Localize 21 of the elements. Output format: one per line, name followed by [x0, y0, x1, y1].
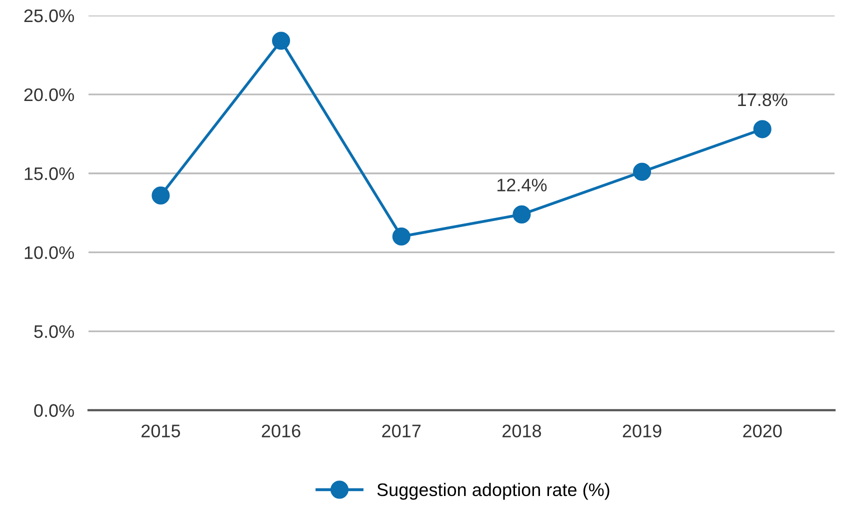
legend-label: Suggestion adoption rate (%) [377, 482, 610, 500]
point [633, 162, 652, 181]
y-tick-label: 25.0% [24, 9, 74, 22]
y-tick-label: 15.0% [24, 167, 74, 180]
point [152, 186, 170, 205]
x-tick-label: 2017 [382, 424, 421, 438]
point [753, 120, 772, 138]
y-tick-label: 5.0% [34, 325, 74, 338]
point [392, 228, 410, 246]
x-tick-label: 2020 [743, 424, 782, 438]
y-tick-label: 0.0% [34, 404, 74, 417]
x-tick-label: 2019 [622, 424, 662, 438]
x-tick-label: 2018 [502, 424, 542, 438]
y-tick-label: 20.0% [24, 88, 74, 102]
x-tick-label: 2016 [262, 424, 300, 438]
data-label: 17.8% [738, 93, 788, 106]
y-tick-label: 10.0% [24, 246, 74, 260]
x-tick-label: 2015 [142, 424, 180, 438]
point [272, 32, 290, 50]
point [512, 205, 531, 224]
data-label: 12.4% [497, 178, 547, 192]
